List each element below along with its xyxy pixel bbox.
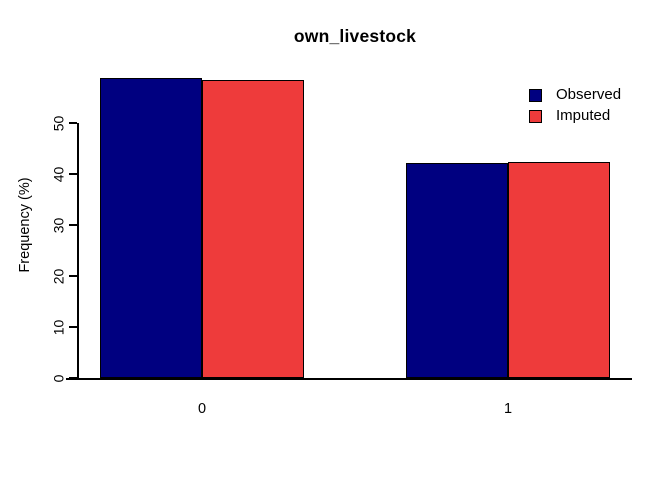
x-category-label-1: 1 <box>503 401 513 417</box>
bar-observed-category-0 <box>100 78 202 378</box>
y-tick-10 <box>69 326 77 328</box>
chart-title: own_livestock <box>293 26 417 46</box>
y-tick-label-0: 0 <box>50 374 67 382</box>
y-tick-40 <box>69 173 77 175</box>
x-axis-line <box>66 378 632 380</box>
y-tick-label-40: 40 <box>50 166 67 182</box>
legend-swatch-imputed <box>529 109 542 123</box>
y-axis-line <box>77 123 79 380</box>
legend-label-imputed: Imputed <box>556 107 611 124</box>
bar-observed-category-1 <box>406 162 508 378</box>
x-category-label-0: 0 <box>197 401 207 417</box>
y-axis-label: Frequency (%) <box>17 177 33 273</box>
legend-item-observed: Observed <box>529 87 621 103</box>
y-tick-0 <box>69 377 77 379</box>
y-tick-label-50: 50 <box>50 115 67 131</box>
bar-imputed-category-1 <box>508 161 610 378</box>
y-tick-30 <box>69 224 77 226</box>
legend: Observed Imputed <box>529 87 621 129</box>
y-tick-label-20: 20 <box>50 268 67 284</box>
legend-item-imputed: Imputed <box>529 108 621 124</box>
y-tick-label-10: 10 <box>50 319 67 335</box>
y-tick-label-30: 30 <box>50 217 67 233</box>
bar-imputed-category-0 <box>202 80 304 378</box>
y-tick-20 <box>69 275 77 277</box>
legend-label-observed: Observed <box>556 86 622 103</box>
y-tick-50 <box>69 122 77 124</box>
legend-swatch-observed <box>529 88 542 102</box>
plot-area <box>78 72 632 378</box>
